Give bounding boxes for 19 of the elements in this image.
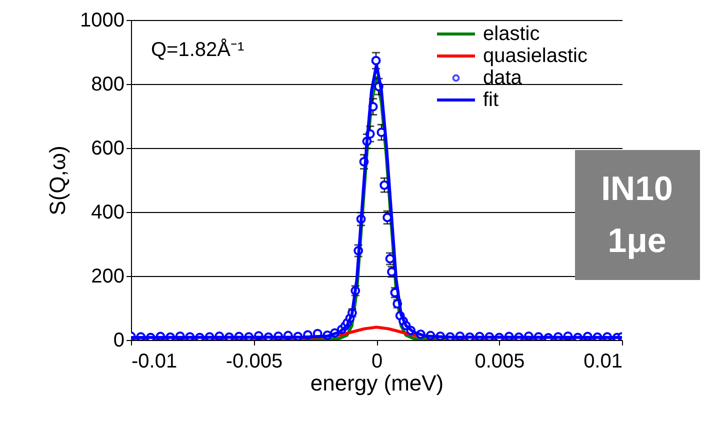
x-axis-title: energy (meV) bbox=[310, 370, 444, 396]
y-tick-label: 0 bbox=[113, 330, 124, 352]
x-tick-label: 0.005 bbox=[474, 350, 525, 372]
legend-label: elastic bbox=[483, 23, 540, 45]
legend-label: fit bbox=[483, 89, 499, 111]
x-tick-label: 0 bbox=[371, 350, 383, 372]
legend-label: data bbox=[483, 67, 523, 89]
annotation: Q=1.82Å⁻¹ bbox=[151, 38, 244, 61]
y-tick-label: 200 bbox=[91, 266, 124, 288]
y-tick-label: 400 bbox=[91, 202, 124, 224]
x-tick-label: 0.01 bbox=[584, 350, 622, 372]
annotation: IN10 1μe bbox=[601, 170, 673, 260]
y-tick-label: 800 bbox=[91, 74, 124, 96]
y-axis-title: S(Q,ω) bbox=[45, 146, 70, 216]
y-tick-label: 1000 bbox=[80, 10, 124, 32]
x-tick-label: -0.005 bbox=[226, 350, 283, 372]
legend-label: quasielastic bbox=[483, 45, 588, 67]
x-tick-label: -0.01 bbox=[132, 350, 178, 372]
y-tick-label: 600 bbox=[91, 138, 124, 160]
